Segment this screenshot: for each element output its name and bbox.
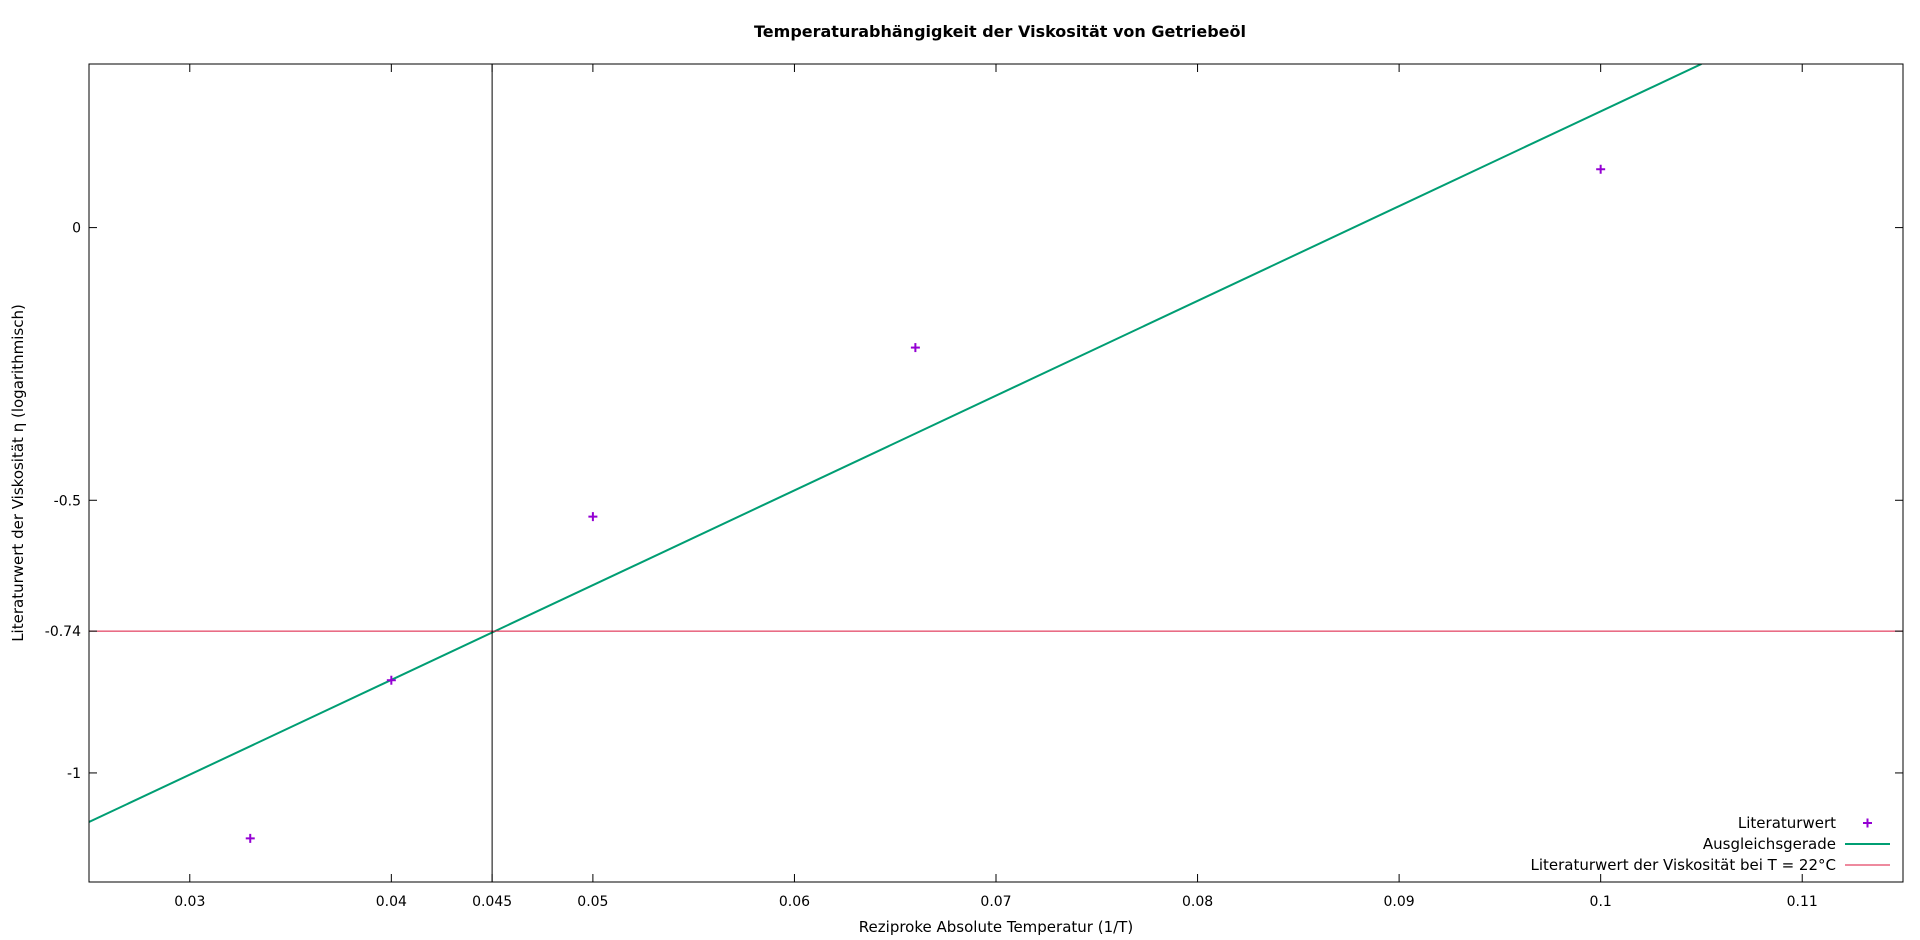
x-tick-label-0: 0.03	[174, 894, 205, 910]
x-tick-label-9: 0.11	[1787, 894, 1818, 910]
axis-ticks: 0.03 0.04 0.045 0.05 0.06 0.07 0.08 0.09 0.1 0.11…	[45, 64, 1903, 910]
legend-sample-0	[1863, 819, 1872, 828]
data-point-1	[387, 676, 396, 685]
x-axis-label: Reziproke Absolute Temperatur (1/T)	[859, 918, 1133, 936]
legend-label-0: Literaturwert	[1738, 814, 1836, 832]
y-tick-label-3: -1	[67, 766, 81, 782]
legend: Literaturwert Ausgleichsgerade Literaturwe…	[1530, 814, 1890, 874]
x-tick-label-4: 0.06	[779, 894, 810, 910]
x-tick-label-8: 0.1	[1590, 894, 1612, 910]
data-point-3	[911, 343, 920, 352]
legend-label-2: Literaturwert der Viskosität bei T = 22°…	[1530, 856, 1836, 874]
x-tick-label-1: 0.04	[376, 894, 407, 910]
y-tick-label-1: -0.5	[54, 493, 81, 509]
chart-title: Temperaturabhängigkeit der Viskosität vo…	[754, 22, 1246, 41]
x-tick-label-7: 0.09	[1384, 894, 1415, 910]
y-tick-label-0: 0	[72, 221, 81, 237]
x-tick-label-5: 0.07	[980, 894, 1011, 910]
fit-line	[89, 64, 1701, 822]
data-point-4	[1596, 165, 1605, 174]
data-point-0	[246, 834, 255, 843]
data-point-2	[588, 512, 597, 521]
plot-frame	[89, 64, 1903, 882]
plot-area	[89, 64, 1903, 882]
y-tick-label-2: -0.74	[45, 624, 81, 640]
y-axis-label: Literaturwert der Viskosität η (logarith…	[9, 304, 27, 642]
x-tick-label-6: 0.08	[1182, 894, 1213, 910]
x-tick-label-3: 0.05	[577, 894, 608, 910]
legend-label-1: Ausgleichsgerade	[1703, 835, 1836, 853]
x-tick-label-2: 0.045	[472, 894, 512, 910]
